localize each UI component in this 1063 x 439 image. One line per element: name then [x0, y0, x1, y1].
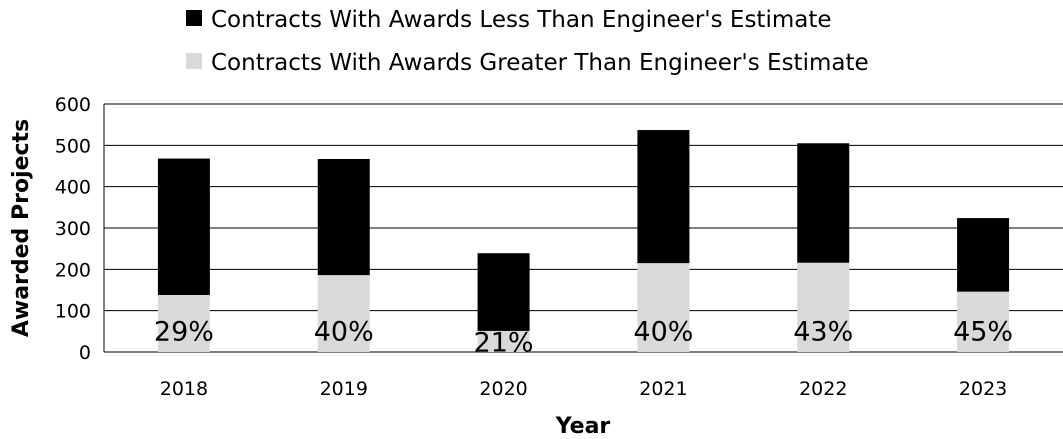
- data-label-percent: 29%: [154, 317, 214, 348]
- data-labels: 29% 40% 21% 40% 43% 45%: [154, 317, 1013, 359]
- x-category-label: 2023: [959, 378, 1007, 400]
- data-label-percent: 21%: [474, 327, 534, 358]
- y-tick-label: 600: [55, 94, 91, 116]
- gridlines: [103, 103, 1063, 353]
- bar-less-than-estimate: [157, 158, 210, 295]
- x-category-label: 2022: [799, 378, 847, 400]
- y-tick-label: 300: [55, 218, 91, 240]
- y-tick-label: 0: [79, 342, 91, 364]
- legend-label-greater: Contracts With Awards Greater Than Engin…: [211, 50, 869, 76]
- bar-greater-than-estimate: [317, 275, 370, 352]
- bar-less-than-estimate: [637, 130, 690, 264]
- bar-less-than-estimate: [477, 253, 530, 331]
- bar-less-than-estimate: [797, 143, 850, 263]
- data-label-percent: 45%: [953, 317, 1013, 348]
- legend-label-less: Contracts With Awards Less Than Engineer…: [211, 7, 832, 33]
- bar-less-than-estimate: [317, 158, 370, 276]
- bar-greater-than-estimate: [797, 262, 850, 352]
- x-category-label: 2020: [479, 378, 527, 400]
- bar-greater-than-estimate: [157, 294, 210, 352]
- x-category-label: 2019: [320, 378, 368, 400]
- x-category-label: 2018: [160, 378, 208, 400]
- bar-greater-than-estimate: [637, 263, 690, 352]
- bar-less-than-estimate: [957, 218, 1010, 292]
- y-axis-title: Awarded Projects: [9, 119, 34, 337]
- y-tick-label: 200: [55, 259, 91, 281]
- y-tick-label: 400: [55, 177, 91, 199]
- x-axis-title: Year: [555, 414, 611, 439]
- data-label-percent: 40%: [633, 317, 693, 348]
- legend: Contracts With Awards Less Than Engineer…: [186, 7, 869, 76]
- data-label-percent: 43%: [793, 317, 853, 348]
- bars: [157, 130, 1010, 352]
- y-tick-labels: 0 100 200 300 400 500 600: [55, 94, 91, 364]
- data-label-percent: 40%: [314, 317, 374, 348]
- bar-greater-than-estimate: [957, 291, 1010, 352]
- legend-swatch-less: [186, 10, 202, 26]
- bar-greater-than-estimate: [477, 330, 530, 352]
- legend-swatch-greater: [186, 53, 202, 69]
- x-category-labels: 2018 2019 2020 2021 2022 2023: [160, 378, 1008, 400]
- x-category-label: 2021: [639, 378, 687, 400]
- y-tick-label: 500: [55, 135, 91, 157]
- y-tick-label: 100: [55, 301, 91, 323]
